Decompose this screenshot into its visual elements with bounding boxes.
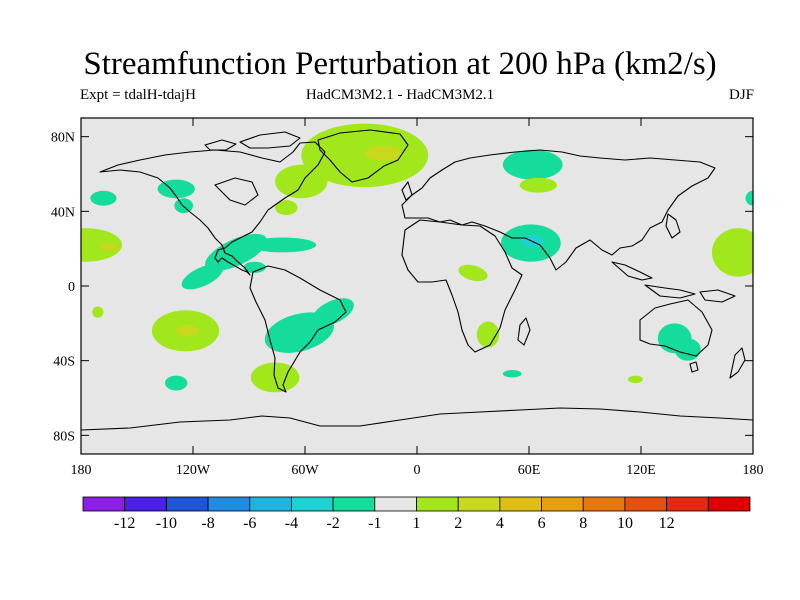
colorbar-label: 1 <box>413 515 421 532</box>
contour-region-26 <box>165 375 188 391</box>
contour-region-4 <box>502 149 563 180</box>
colorbar-label: 10 <box>617 515 633 532</box>
contour-region-29 <box>627 375 643 384</box>
y-tick-label: 0 <box>68 280 75 295</box>
colorbar-label: -8 <box>201 515 214 532</box>
colorbar-swatch-4 <box>249 496 292 512</box>
colorbar-swatch-6 <box>332 496 376 512</box>
x-tick-label: 60W <box>291 463 319 478</box>
colorbar-label: -6 <box>243 515 256 532</box>
coastlines <box>81 129 753 431</box>
colorbar-label: 6 <box>538 515 546 532</box>
colorbar-swatch-5 <box>291 496 334 512</box>
contour-region-17 <box>711 228 753 277</box>
contour-region-3 <box>275 200 298 216</box>
contour-region-9 <box>99 243 119 251</box>
colorbar-label: 4 <box>496 515 504 532</box>
x-tick-label: 180 <box>743 463 764 478</box>
season-label: DJF <box>728 87 754 103</box>
contour-region-1 <box>364 146 403 161</box>
contour-region-14 <box>519 177 557 193</box>
colorbar-swatch-2 <box>165 496 209 512</box>
colorbar-swatch-13 <box>624 496 668 512</box>
colorbar-swatch-12 <box>582 496 626 512</box>
colorbar-label: 2 <box>454 515 462 532</box>
contour-region-0 <box>301 123 429 188</box>
y-tick-label: 80N <box>51 131 75 146</box>
contour-region-27 <box>476 321 500 348</box>
colorbar-label: 12 <box>659 515 675 532</box>
contour-region-20 <box>92 306 104 318</box>
y-tick-label: 80S <box>53 429 75 444</box>
model-label: HadCM3M2.1 - HadCM3M2.1 <box>305 87 495 103</box>
colorbar-swatch-11 <box>541 496 584 512</box>
contour-region-28 <box>502 370 522 378</box>
contour-region-12 <box>249 237 317 253</box>
colorbar-swatch-3 <box>207 496 251 512</box>
experiment-label: Expt = tdalH-tdajH <box>80 87 196 103</box>
y-tick-label: 40S <box>53 355 75 370</box>
contour-region-24 <box>312 298 354 327</box>
contour-region-11 <box>181 263 224 290</box>
colorbar-swatch-14 <box>666 496 709 512</box>
contour-region-2 <box>275 164 328 199</box>
x-tick-label: 120W <box>176 463 211 478</box>
contour-region-22 <box>176 325 199 337</box>
colorbar-swatch-9 <box>457 496 501 512</box>
x-tick-label: 120E <box>626 463 656 478</box>
colorbar-label: 8 <box>579 515 587 532</box>
contour-region-6 <box>157 179 195 199</box>
colorbar-swatch-8 <box>416 496 459 512</box>
contour-region-5 <box>90 190 117 206</box>
contour-region-31 <box>674 338 701 361</box>
colorbar-swatch-15 <box>707 496 751 512</box>
colorbar-swatch-1 <box>124 496 167 512</box>
x-tick-label: 60E <box>518 463 541 478</box>
colorbar-label: -1 <box>368 515 381 532</box>
contour-region-13 <box>243 261 266 273</box>
colorbar-swatch-0 <box>82 496 126 512</box>
colorbar-label: -10 <box>156 515 177 532</box>
x-tick-label: 0 <box>414 463 421 478</box>
colorbar-label: -2 <box>326 515 339 532</box>
x-tick-label: 180 <box>71 463 92 478</box>
colorbar-label: -4 <box>285 515 298 532</box>
y-tick-label: 40N <box>51 205 75 220</box>
contour-region-19 <box>458 264 488 282</box>
contour-region-18 <box>745 190 753 206</box>
colorbar-swatch-10 <box>499 496 542 512</box>
chart-title: Streamfunction Perturbation at 200 hPa (… <box>83 46 717 82</box>
colorbar-swatch-7 <box>374 496 417 512</box>
colorbar-label: -12 <box>114 515 135 532</box>
